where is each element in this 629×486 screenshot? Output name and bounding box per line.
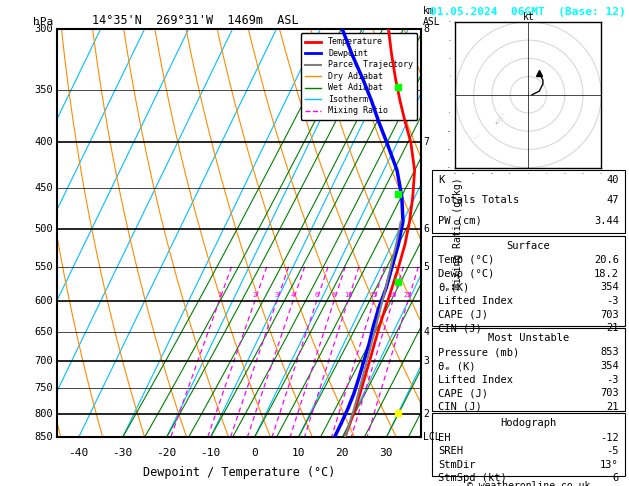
Text: 0: 0 (251, 448, 258, 458)
Text: 350: 350 (34, 85, 53, 95)
Text: SREH: SREH (438, 446, 463, 456)
Text: -3: -3 (606, 296, 619, 306)
Text: 700: 700 (34, 356, 53, 366)
Text: 20: 20 (335, 448, 349, 458)
Text: 8: 8 (332, 292, 336, 297)
Text: 3.44: 3.44 (594, 216, 619, 226)
Text: 20.6: 20.6 (594, 255, 619, 265)
Text: 354: 354 (600, 282, 619, 293)
Text: -20: -20 (157, 448, 177, 458)
Text: hPa: hPa (33, 17, 53, 27)
Text: 7: 7 (423, 137, 429, 147)
Text: Temp (°C): Temp (°C) (438, 255, 494, 265)
Text: Dewpoint / Temperature (°C): Dewpoint / Temperature (°C) (143, 466, 335, 479)
Text: PW (cm): PW (cm) (438, 216, 482, 226)
Text: Surface: Surface (506, 241, 550, 251)
Text: 800: 800 (34, 409, 53, 418)
Text: -30: -30 (113, 448, 133, 458)
Text: © weatheronline.co.uk: © weatheronline.co.uk (467, 481, 590, 486)
Text: StmSpd (kt): StmSpd (kt) (438, 473, 506, 484)
Text: StmDir: StmDir (438, 460, 476, 470)
Text: Hodograph: Hodograph (500, 418, 557, 428)
Text: CIN (J): CIN (J) (438, 402, 482, 412)
Text: 8: 8 (423, 24, 429, 34)
Text: 5: 5 (423, 262, 429, 272)
Text: 450: 450 (34, 183, 53, 193)
Text: CIN (J): CIN (J) (438, 323, 482, 333)
Text: CAPE (J): CAPE (J) (438, 388, 487, 399)
Text: Totals Totals: Totals Totals (438, 195, 519, 206)
Text: -3: -3 (606, 375, 619, 385)
Text: Lifted Index: Lifted Index (438, 375, 513, 385)
Text: 300: 300 (34, 24, 53, 34)
Text: 25: 25 (404, 292, 412, 297)
Text: 21: 21 (606, 402, 619, 412)
Text: K: K (438, 175, 444, 185)
Text: 1: 1 (217, 292, 221, 297)
Text: Most Unstable: Most Unstable (487, 333, 569, 343)
Text: 703: 703 (600, 310, 619, 320)
Text: 6: 6 (314, 292, 319, 297)
Text: 4: 4 (423, 327, 429, 337)
Text: EH: EH (438, 433, 450, 443)
Text: CAPE (J): CAPE (J) (438, 310, 487, 320)
Text: 650: 650 (34, 327, 53, 337)
Text: 01.05.2024  06GMT  (Base: 12): 01.05.2024 06GMT (Base: 12) (430, 7, 626, 17)
Text: Dewp (°C): Dewp (°C) (438, 269, 494, 279)
Text: 18.2: 18.2 (594, 269, 619, 279)
Text: 3: 3 (275, 292, 279, 297)
Text: Mixing Ratio (g/kg): Mixing Ratio (g/kg) (453, 177, 463, 289)
Text: 10: 10 (292, 448, 305, 458)
Legend: Temperature, Dewpoint, Parcel Trajectory, Dry Adiabat, Wet Adiabat, Isotherm, Mi: Temperature, Dewpoint, Parcel Trajectory… (301, 34, 417, 120)
Text: 20: 20 (389, 292, 397, 297)
Text: LCL: LCL (423, 433, 441, 442)
Text: 4: 4 (291, 292, 295, 297)
Text: 354: 354 (600, 361, 619, 371)
Text: 500: 500 (34, 225, 53, 234)
Text: Pressure (mb): Pressure (mb) (438, 347, 519, 358)
Text: 13°: 13° (600, 460, 619, 470)
Text: 6: 6 (613, 473, 619, 484)
Text: 40: 40 (606, 175, 619, 185)
Text: 6: 6 (423, 225, 429, 234)
Text: Lifted Index: Lifted Index (438, 296, 513, 306)
Text: 600: 600 (34, 296, 53, 306)
Text: 21: 21 (606, 323, 619, 333)
Text: 10: 10 (343, 292, 352, 297)
Text: 2: 2 (423, 409, 429, 418)
Text: 850: 850 (34, 433, 53, 442)
Text: 14°35'N  269°31'W  1469m  ASL: 14°35'N 269°31'W 1469m ASL (92, 14, 299, 27)
Text: 703: 703 (600, 388, 619, 399)
Text: -5: -5 (606, 446, 619, 456)
Text: 400: 400 (34, 137, 53, 147)
Text: -10: -10 (200, 448, 221, 458)
Text: 15: 15 (370, 292, 378, 297)
Text: 550: 550 (34, 262, 53, 272)
Text: 2: 2 (253, 292, 257, 297)
Text: 30: 30 (379, 448, 393, 458)
Text: 853: 853 (600, 347, 619, 358)
Text: -40: -40 (69, 448, 89, 458)
Text: θₑ(K): θₑ(K) (438, 282, 469, 293)
Text: km
ASL: km ASL (423, 5, 441, 27)
Text: 750: 750 (34, 383, 53, 393)
Text: -12: -12 (600, 433, 619, 443)
Text: 3: 3 (423, 356, 429, 366)
Text: 47: 47 (606, 195, 619, 206)
Text: θₑ (K): θₑ (K) (438, 361, 476, 371)
